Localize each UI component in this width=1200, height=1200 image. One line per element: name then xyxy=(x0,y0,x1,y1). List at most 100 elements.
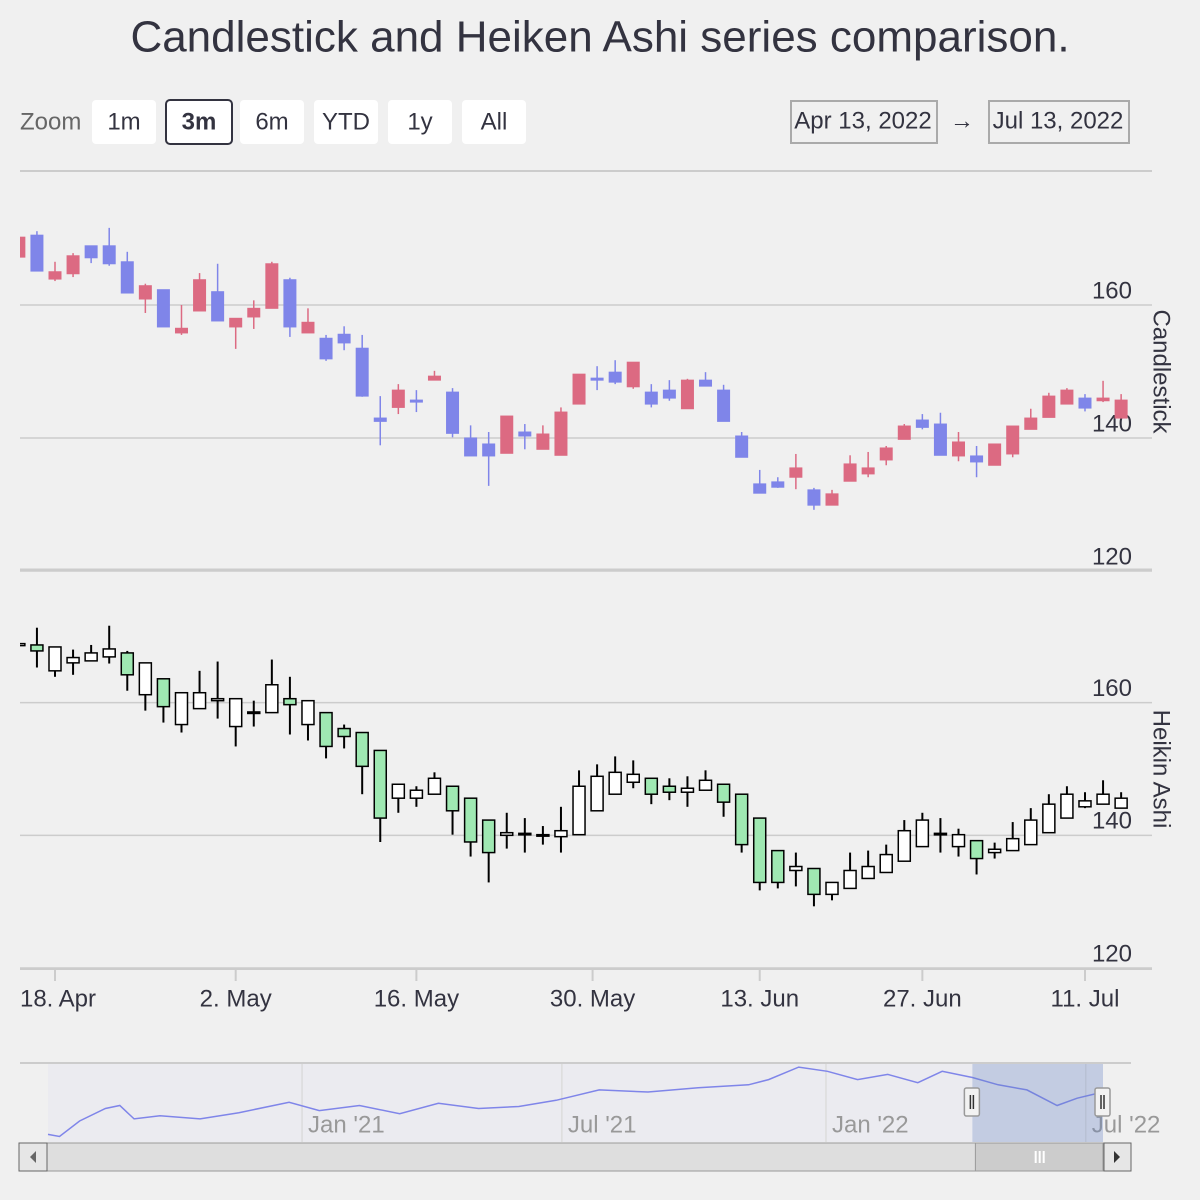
navigator-bg xyxy=(48,1064,1103,1142)
candle-body xyxy=(572,373,586,405)
candle-body xyxy=(879,853,893,874)
zoom-button-label[interactable]: 3m xyxy=(182,108,217,135)
candle-body xyxy=(572,785,586,836)
candle-body xyxy=(120,261,134,294)
navigator-handle[interactable] xyxy=(963,1087,981,1117)
navigator-mask xyxy=(972,1064,1103,1142)
handle-grip[interactable] xyxy=(969,1095,975,1109)
candle-body xyxy=(608,771,622,795)
candle-body xyxy=(193,279,207,312)
x-tick-label: 16. May xyxy=(374,985,459,1012)
candle-body xyxy=(915,819,930,848)
zoom-button[interactable] xyxy=(388,100,452,144)
candle-body xyxy=(1024,819,1038,846)
candle-body xyxy=(753,483,767,494)
candle-body xyxy=(626,773,640,784)
zoom-button[interactable] xyxy=(314,100,378,144)
date-from[interactable]: Apr 13, 2022 xyxy=(794,107,931,134)
zoom-button-label[interactable]: 6m xyxy=(255,108,288,135)
candle-body xyxy=(337,727,351,738)
candle-body xyxy=(446,391,460,434)
scrollbar-button[interactable] xyxy=(18,1142,48,1172)
y-tick-label: 120 xyxy=(1092,940,1132,967)
candle-body xyxy=(536,833,550,837)
x-tick-label: 27. Jun xyxy=(883,985,962,1012)
candle-body xyxy=(409,399,423,403)
candle-body xyxy=(987,848,1002,854)
candle-body xyxy=(626,361,640,388)
y-tick-label: 120 xyxy=(1092,543,1132,570)
candle-body xyxy=(445,785,460,812)
candle-body xyxy=(283,279,297,328)
candle-body xyxy=(1114,797,1128,809)
handle-grip[interactable] xyxy=(1100,1095,1105,1109)
date-input[interactable] xyxy=(790,100,938,144)
y-tick-label: 160 xyxy=(1092,277,1132,304)
candle-body xyxy=(66,255,80,275)
candle-body xyxy=(861,865,875,880)
zoom-button-label[interactable]: 1m xyxy=(107,108,140,135)
candle-body xyxy=(879,447,893,461)
zoom-button[interactable] xyxy=(240,100,304,144)
candle-body xyxy=(933,423,947,456)
candle-body xyxy=(843,463,857,482)
handle-box[interactable] xyxy=(963,1087,981,1117)
zoom-button-label[interactable]: YTD xyxy=(322,108,370,135)
candle-body xyxy=(734,793,749,846)
candle-body xyxy=(265,684,279,714)
navigator-tick-label: Jul '21 xyxy=(568,1111,637,1138)
candle-body xyxy=(210,697,225,702)
zoom-button[interactable] xyxy=(92,100,156,144)
candle-body xyxy=(1042,803,1056,834)
candle-body xyxy=(283,697,297,706)
candle-body xyxy=(1096,793,1110,805)
candle-body xyxy=(229,317,243,328)
candle-body xyxy=(680,379,694,410)
plot-area xyxy=(20,227,1128,907)
candle-body xyxy=(771,481,785,488)
candle-body xyxy=(1096,397,1110,402)
candle-body xyxy=(391,783,406,799)
candle-body xyxy=(662,785,677,793)
scrollbar-arrow xyxy=(1114,1151,1120,1163)
candle-body xyxy=(1060,389,1074,405)
candle-body xyxy=(66,656,80,664)
candle-body xyxy=(970,455,984,463)
candle-body xyxy=(644,391,658,405)
date-arrow: → xyxy=(950,107,974,134)
zoom-button[interactable] xyxy=(165,99,233,145)
candle-body xyxy=(752,817,767,884)
candle-body xyxy=(789,865,803,872)
axis-title: Candlestick xyxy=(1148,309,1175,434)
candle-body xyxy=(301,321,315,334)
candle-body xyxy=(825,493,839,506)
x-tick-label: 11. Jul xyxy=(1051,985,1120,1012)
navigator-handle[interactable] xyxy=(1094,1087,1111,1117)
candle-body xyxy=(500,831,514,837)
zoom-button-label[interactable]: All xyxy=(481,108,508,135)
candle-body xyxy=(464,437,478,457)
candle-body xyxy=(337,333,351,344)
zoom-button-label[interactable]: 1y xyxy=(407,108,432,135)
candle-body xyxy=(247,307,261,318)
candle-body xyxy=(1024,417,1038,430)
navigator-line xyxy=(47,1066,1104,1138)
candle-body xyxy=(698,779,713,791)
candle-body xyxy=(138,285,152,300)
candle-body xyxy=(969,839,984,860)
handle-box[interactable] xyxy=(1094,1087,1111,1117)
candle-body xyxy=(518,431,532,437)
candle-body xyxy=(138,662,153,696)
candle-body xyxy=(482,443,496,457)
scrollbar-track[interactable] xyxy=(18,1142,1132,1172)
candle-body xyxy=(319,337,333,360)
candle-body xyxy=(861,467,875,475)
date-to[interactable]: Jul 13, 2022 xyxy=(993,107,1124,134)
candle-body xyxy=(30,644,44,652)
candle-body xyxy=(20,236,26,258)
x-tick-label: 2. May xyxy=(200,985,272,1012)
date-input[interactable] xyxy=(988,100,1130,144)
zoom-button[interactable] xyxy=(462,100,526,144)
candle-body xyxy=(192,691,207,710)
